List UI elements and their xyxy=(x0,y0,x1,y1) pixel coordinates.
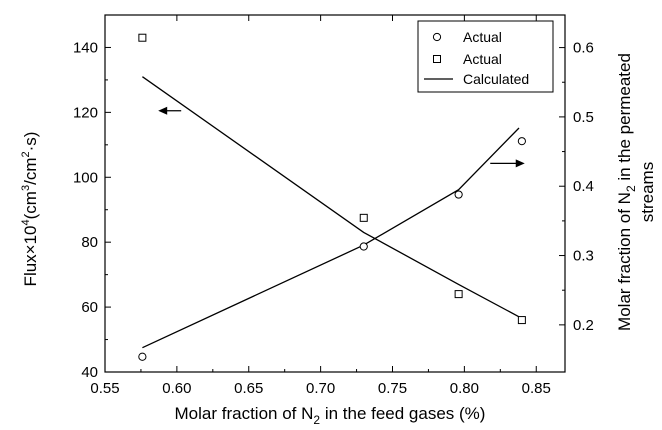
y-left-tick-label: 120 xyxy=(73,104,98,121)
circle-point xyxy=(138,352,147,361)
y-right-tick-label: 0.4 xyxy=(573,178,594,195)
y-left-tick-label: 40 xyxy=(81,364,98,381)
arrow-right-head xyxy=(515,159,525,168)
square-point xyxy=(517,316,526,325)
y-right-tick-label: 0.5 xyxy=(573,109,594,126)
y-right-axis-title-line2: streams xyxy=(638,162,657,222)
x-tick-label: 0.70 xyxy=(306,380,335,397)
x-tick-label: 0.75 xyxy=(378,380,407,397)
legend-circle-marker xyxy=(432,32,442,42)
axis-ticks: 0.55 0.60 0.65 0.70 0.75 0.80 0.85 40 60 80 100 120… xyxy=(73,15,594,397)
y-right-axis-title-line1: Molar fraction of N2 in the permeated xyxy=(615,53,638,331)
y-left-tick-label: 100 xyxy=(73,169,98,186)
legend-label-circle: Actual xyxy=(463,29,502,45)
data-markers xyxy=(138,33,526,361)
y-left-tick-label: 140 xyxy=(73,39,98,56)
calculated-line-right-axis xyxy=(142,127,520,349)
y-right-tick-label: 0.3 xyxy=(573,248,594,265)
legend-label-line: Calculated xyxy=(463,71,529,87)
y-left-axis-title: Flux×104(cm3/cm2·s) xyxy=(20,132,40,287)
y-right-tick-label: 0.2 xyxy=(573,317,594,334)
y-right-tick-label: 0.6 xyxy=(573,40,594,57)
x-tick-label: 0.65 xyxy=(234,380,263,397)
x-tick-label: 0.80 xyxy=(450,380,479,397)
x-axis-title: Molar fraction of N2 in the feed gases (… xyxy=(175,404,486,427)
x-tick-label: 0.60 xyxy=(162,380,191,397)
x-tick-label: 0.55 xyxy=(90,380,119,397)
square-point xyxy=(359,213,368,222)
arrow-left-head xyxy=(158,106,168,115)
square-point xyxy=(138,33,147,42)
y-left-tick-label: 60 xyxy=(81,299,98,316)
plot-frame xyxy=(104,14,566,373)
calculated-line-left-axis xyxy=(142,76,520,318)
circle-point xyxy=(454,190,463,199)
legend-square-marker xyxy=(433,55,441,63)
square-point xyxy=(454,290,463,299)
legend: Actual Actual Calculated xyxy=(417,20,554,93)
x-tick-label: 0.85 xyxy=(522,380,551,397)
axis-arrows xyxy=(158,106,525,168)
circle-point xyxy=(517,137,526,146)
legend-label-square: Actual xyxy=(463,51,502,67)
plot-area-frame xyxy=(104,14,566,373)
circle-point xyxy=(359,242,368,251)
y-left-tick-label: 80 xyxy=(81,234,98,251)
calculated-lines xyxy=(142,76,520,349)
